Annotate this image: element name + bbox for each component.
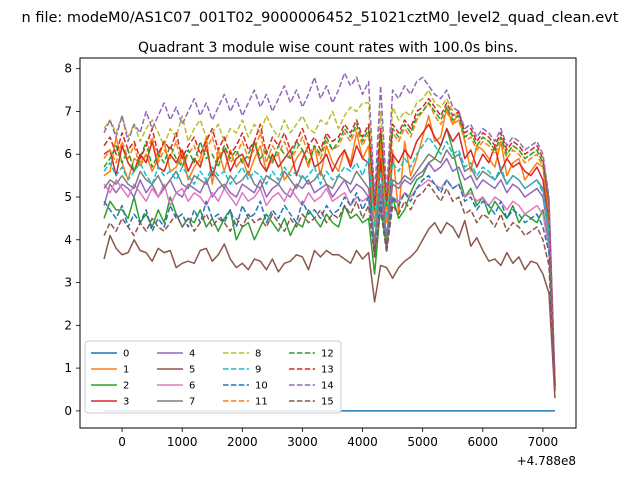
y-tick-label: 7 (64, 104, 72, 118)
x-offset-label: +4.788e8 (517, 454, 576, 468)
legend-label-8: 8 (255, 349, 261, 360)
x-tick-label: 1000 (167, 435, 198, 449)
y-tick-label: 2 (64, 318, 72, 332)
legend-label-6: 6 (189, 381, 195, 392)
series-line-9 (103, 136, 556, 386)
series-line-15 (103, 183, 556, 394)
y-tick-label: 8 (64, 62, 72, 76)
series-layer (103, 72, 556, 412)
legend-label-10: 10 (255, 381, 268, 392)
legend-label-11: 11 (255, 397, 268, 408)
legend-frame (84, 340, 342, 414)
legend-label-0: 0 (123, 349, 129, 360)
series-line-13 (103, 97, 556, 386)
legend-label-1: 1 (123, 365, 129, 376)
legend-label-14: 14 (321, 381, 334, 392)
series-line-5 (103, 219, 556, 399)
series-line-8 (103, 89, 556, 381)
series-line-12 (103, 102, 556, 386)
series-line-7 (103, 149, 556, 386)
legend-label-5: 5 (189, 365, 195, 376)
series-line-14 (103, 72, 556, 381)
figure-suptitle: n file: modeM0/AS1C07_001T02_9000006452_… (22, 10, 619, 26)
x-tick-label: 4000 (347, 435, 378, 449)
series-line-1 (103, 106, 556, 381)
series-line-11 (103, 102, 556, 386)
legend-label-15: 15 (321, 397, 334, 408)
x-tick-label: 0 (118, 435, 126, 449)
legend-label-4: 4 (189, 349, 195, 360)
y-tick-label: 6 (64, 147, 72, 161)
y-tick-label: 4 (64, 233, 72, 247)
y-axis: 0 1 2 3 4 5 6 7 8 (64, 62, 80, 418)
series-line-4 (103, 157, 556, 386)
series-line-6 (103, 179, 556, 390)
y-tick-label: 0 (64, 404, 72, 418)
chart-title: Quadrant 3 module wise count rates with … (138, 40, 518, 56)
legend-label-9: 9 (255, 365, 261, 376)
x-tick-label: 7000 (528, 435, 559, 449)
y-tick-label: 5 (64, 190, 72, 204)
series-line-10 (103, 174, 556, 390)
x-tick-label: 5000 (407, 435, 438, 449)
legend-label-13: 13 (321, 365, 334, 376)
legend-label-7: 7 (189, 397, 195, 408)
y-tick-label: 3 (64, 276, 72, 290)
legend-label-3: 3 (123, 397, 129, 408)
legend-label-12: 12 (321, 349, 334, 360)
plot-frame (79, 57, 577, 429)
y-tick-label: 1 (64, 361, 72, 375)
legend-label-2: 2 (123, 381, 129, 392)
x-axis: 0 1000 2000 3000 4000 5000 6000 7000 (118, 428, 558, 449)
x-tick-label: 3000 (287, 435, 318, 449)
x-tick-label: 6000 (468, 435, 499, 449)
x-tick-label: 2000 (227, 435, 258, 449)
